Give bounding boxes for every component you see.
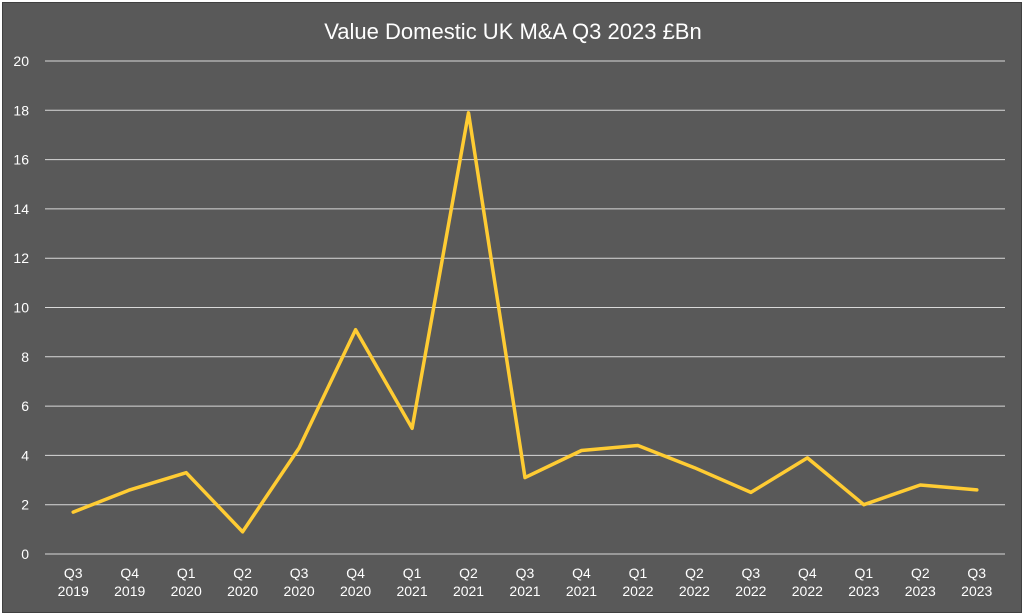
x-tick-label: Q3 2020 <box>284 565 315 599</box>
x-tick-label: Q2 2021 <box>453 565 484 599</box>
x-tick-label: Q3 2019 <box>58 565 89 599</box>
line-chart: Value Domestic UK M&A Q3 2023 £Bn 0 2 4 6 8 1… <box>13 19 1005 599</box>
x-tick-label: Q2 2023 <box>905 565 936 599</box>
series-line <box>71 111 979 534</box>
x-tick-label: Q1 2023 <box>848 565 879 599</box>
x-tick-label: Q4 2019 <box>114 565 145 599</box>
y-tick-label: 0 <box>21 546 29 562</box>
y-tick-label: 14 <box>13 201 29 217</box>
y-tick-label: 4 <box>21 447 29 463</box>
y-tick-label: 18 <box>13 102 29 118</box>
series-layer <box>71 111 979 534</box>
x-tick-label: Q1 2022 <box>622 565 653 599</box>
y-tick-label: 10 <box>13 300 29 316</box>
chart-title: Value Domestic UK M&A Q3 2023 £Bn <box>324 19 701 44</box>
x-tick-label: Q4 2022 <box>792 565 823 599</box>
x-tick-label: Q3 2022 <box>735 565 766 599</box>
x-tick-label: Q4 2021 <box>566 565 597 599</box>
x-tick-label: Q2 2022 <box>679 565 710 599</box>
y-tick-label: 20 <box>13 53 29 69</box>
x-tick-label: Q3 2023 <box>961 565 992 599</box>
y-tick-label: 6 <box>21 398 29 414</box>
y-tick-label: 8 <box>21 349 29 365</box>
x-tick-label: Q1 2020 <box>171 565 202 599</box>
x-tick-label: Q4 2020 <box>340 565 371 599</box>
y-tick-label: 2 <box>21 497 29 513</box>
gridlines <box>45 60 1005 555</box>
x-tick-label: Q1 2021 <box>396 565 427 599</box>
x-tick-label: Q2 2020 <box>227 565 258 599</box>
y-tick-label: 16 <box>13 152 29 168</box>
y-tick-label: 12 <box>13 250 29 266</box>
x-tick-label: Q3 2021 <box>509 565 540 599</box>
y-axis-tick-labels: 0 2 4 6 8 10 12 14 16 18 20 <box>13 53 29 562</box>
x-axis-tick-labels: Q3 2019 Q4 2019 Q1 2020 Q2 2020 Q3 2020 Q4 2020 Q1 20… <box>58 565 993 599</box>
